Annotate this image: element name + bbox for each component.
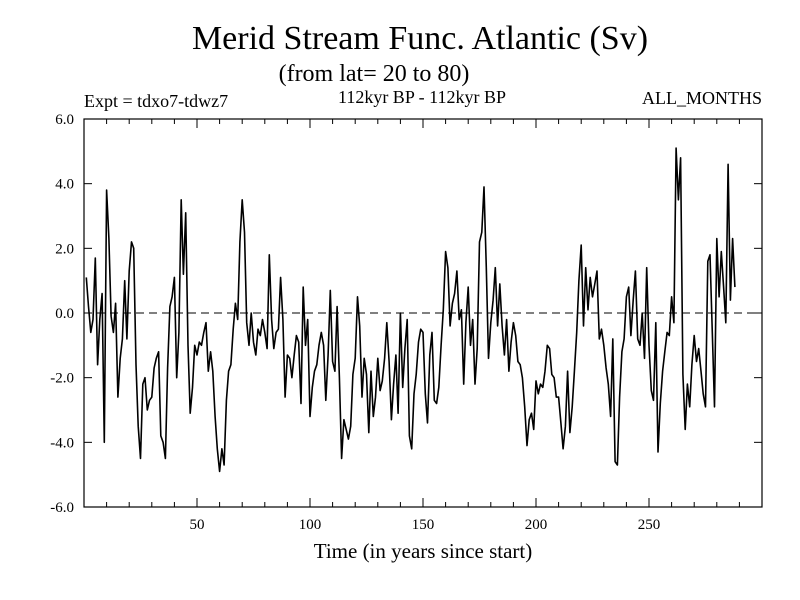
chart-title: Merid Stream Func. Atlantic (Sv) bbox=[192, 20, 648, 57]
x-tick-label: 250 bbox=[638, 517, 661, 533]
y-tick-label: 6.0 bbox=[55, 112, 74, 128]
y-tick-label: 4.0 bbox=[55, 177, 74, 193]
y-tick-label: 0.0 bbox=[55, 306, 74, 322]
y-tick-label: 2.0 bbox=[55, 241, 74, 257]
x-tick-label: 100 bbox=[299, 517, 322, 533]
period-note: 112kyr BP - 112kyr BP bbox=[338, 87, 506, 107]
y-tick-label: -6.0 bbox=[50, 500, 74, 516]
y-tick-label: -4.0 bbox=[50, 435, 74, 451]
series-line bbox=[85, 147, 736, 473]
x-tick-label: 200 bbox=[525, 517, 548, 533]
x-tick-label: 50 bbox=[190, 517, 205, 533]
y-tick-label: -2.0 bbox=[50, 371, 74, 387]
experiment-note: Expt = tdxo7-tdwz7 bbox=[84, 91, 228, 111]
months-note: ALL_MONTHS bbox=[642, 88, 762, 108]
x-axis-ticks: 50 100 150 200 250 bbox=[106, 119, 740, 533]
x-tick-label: 150 bbox=[412, 517, 435, 533]
y-axis-ticks: -6.0 -4.0 -2.0 0.0 2.0 4.0 6.0 bbox=[50, 112, 762, 516]
chart-subtitle: (from lat= 20 to 80) bbox=[279, 61, 470, 87]
x-axis-label: Time (in years since start) bbox=[314, 539, 533, 563]
plot-frame bbox=[83, 118, 763, 508]
